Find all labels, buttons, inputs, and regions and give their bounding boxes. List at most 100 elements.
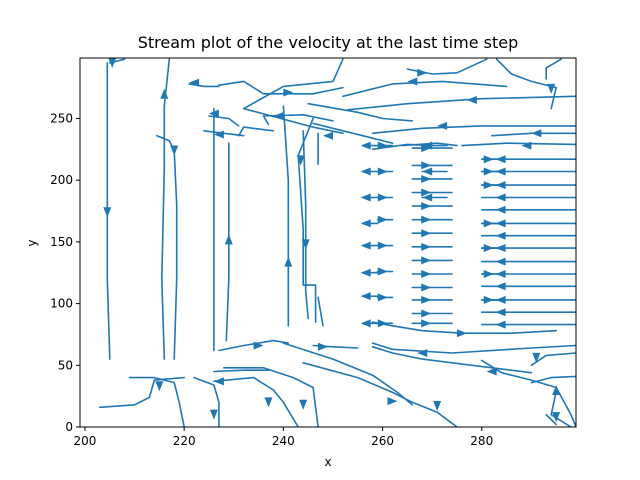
- streamlines-group: [99, 58, 576, 427]
- grid-arrow-0-7: [360, 319, 371, 328]
- streamline-arrow-13: [208, 109, 219, 118]
- streamline-arrow-38: [299, 399, 308, 410]
- streamline-46: [550, 390, 572, 427]
- streamline-arrow-14: [213, 130, 224, 139]
- streamline-35: [371, 346, 533, 374]
- grid-arrow-5-5: [483, 269, 494, 278]
- grid-arrow-2-8: [421, 256, 432, 265]
- streamline-19: [312, 122, 394, 144]
- grid-arrow-1-7: [377, 319, 388, 328]
- grid-arrow-3-2: [422, 193, 433, 202]
- grid-arrow-0-3: [360, 219, 371, 228]
- streamline-18: [307, 102, 414, 122]
- grid-arrow-5-6: [483, 295, 494, 304]
- streamline-arrow-32: [532, 352, 541, 363]
- grid-arrow-0-5: [360, 268, 371, 277]
- chart-title: Stream plot of the velocity at the last …: [138, 33, 519, 52]
- y-tick-label-5: 250: [50, 111, 73, 125]
- streamline-arrow-0: [103, 207, 112, 218]
- grid-arrow-1-5: [377, 267, 388, 276]
- grid-arrow-1-6: [377, 293, 388, 302]
- streamline-arrow-29: [417, 68, 428, 77]
- grid-arrow-2-7: [421, 242, 432, 251]
- streamline-37: [282, 342, 414, 406]
- streamline-0: [106, 62, 111, 360]
- streamline-arrow-22: [437, 121, 448, 130]
- streamline-7: [302, 130, 309, 320]
- x-tick-label-3: 260: [371, 434, 394, 448]
- streamline-39: [213, 376, 299, 427]
- grid-arrow-0-0: [360, 141, 371, 150]
- x-tick-label-1: 220: [173, 434, 196, 448]
- grid-arrow-2-1: [421, 161, 432, 170]
- streamline-2: [161, 58, 171, 360]
- y-tick-label-0: 0: [65, 420, 73, 434]
- streamline-arrow-41: [155, 381, 164, 392]
- streamline-arrow-46: [552, 384, 561, 395]
- grid-arrow-2-2: [421, 174, 432, 183]
- streamline-arrow-40: [209, 409, 218, 420]
- streamline-12: [218, 80, 344, 95]
- streamline-arrow-30: [456, 329, 467, 338]
- grid-arrow-1-3: [377, 215, 388, 224]
- grid-arrow-0-6: [360, 292, 371, 301]
- grid-arrow-5-0: [483, 155, 494, 164]
- streamline-40: [193, 376, 220, 427]
- streamline-arrow-8: [296, 155, 305, 166]
- streamline-arrow-11: [189, 78, 200, 87]
- grid-arrow-4-8: [495, 257, 506, 266]
- y-axis-label: y: [25, 239, 39, 246]
- grid-arrow-2-10: [421, 283, 432, 292]
- grid-arrow-1-4: [377, 241, 388, 250]
- streamline-22: [371, 125, 576, 135]
- streamline-6: [282, 105, 290, 327]
- streamline-20: [342, 80, 508, 98]
- grid-arrow-2-4: [421, 202, 432, 211]
- streamline-arrow-26: [531, 129, 542, 138]
- streamline-arrow-21: [466, 95, 477, 104]
- grid-arrow-2-13: [421, 319, 432, 328]
- streamline-24: [401, 142, 458, 147]
- streamline-arrow-39: [264, 397, 273, 408]
- streamline-arrow-45: [318, 342, 329, 351]
- streamline-arrow-25: [521, 141, 532, 150]
- grid-arrow-2-3: [421, 188, 432, 197]
- x-tick-label-2: 240: [272, 434, 295, 448]
- grid-arrow-2-11: [421, 295, 432, 304]
- grid-arrow-2-12: [421, 309, 432, 318]
- grid-arrow-2-5: [421, 215, 432, 224]
- streamline-10: [317, 296, 324, 327]
- grid-arrow-5-1: [483, 167, 494, 176]
- grid-arrow-0-4: [360, 241, 371, 250]
- streamline-3: [156, 134, 178, 360]
- streamline-arrow-37: [387, 397, 398, 406]
- y-tick-label-1: 50: [58, 358, 73, 372]
- streamline-28: [545, 58, 562, 80]
- streamline-36: [302, 362, 458, 427]
- grid-arrow-3-1: [422, 167, 433, 176]
- grid-arrow-5-2: [483, 181, 494, 190]
- grid-arrow-0-2: [360, 193, 371, 202]
- axes-frame: [79, 57, 577, 428]
- grid-arrow-1-2: [377, 193, 388, 202]
- x-axis-label: x: [324, 455, 331, 469]
- streamline-34: [481, 359, 576, 427]
- grid-arrow-5-4: [483, 244, 494, 253]
- streamline-13: [208, 115, 240, 127]
- streamline-arrow-44: [213, 377, 224, 386]
- grid-arrow-2-6: [421, 229, 432, 238]
- grid-arrow-1-1: [377, 167, 388, 176]
- grid-arrow-3-0: [422, 141, 433, 150]
- grid-arrow-2-9: [421, 269, 432, 278]
- streamline-arrow-43: [253, 341, 264, 350]
- streamline-27: [495, 58, 557, 110]
- y-axis-ticks: 0 50 100 150 200 250: [50, 111, 80, 434]
- streamline-30: [371, 321, 557, 334]
- y-tick-label-4: 200: [50, 173, 73, 187]
- streamline-8: [297, 117, 317, 323]
- streamline-arrow-36: [433, 401, 442, 412]
- streamline-11: [188, 83, 220, 88]
- grid-arrow-4-13: [495, 320, 506, 329]
- y-tick-label-2: 100: [50, 297, 73, 311]
- grid-arrow-4-4: [495, 205, 506, 214]
